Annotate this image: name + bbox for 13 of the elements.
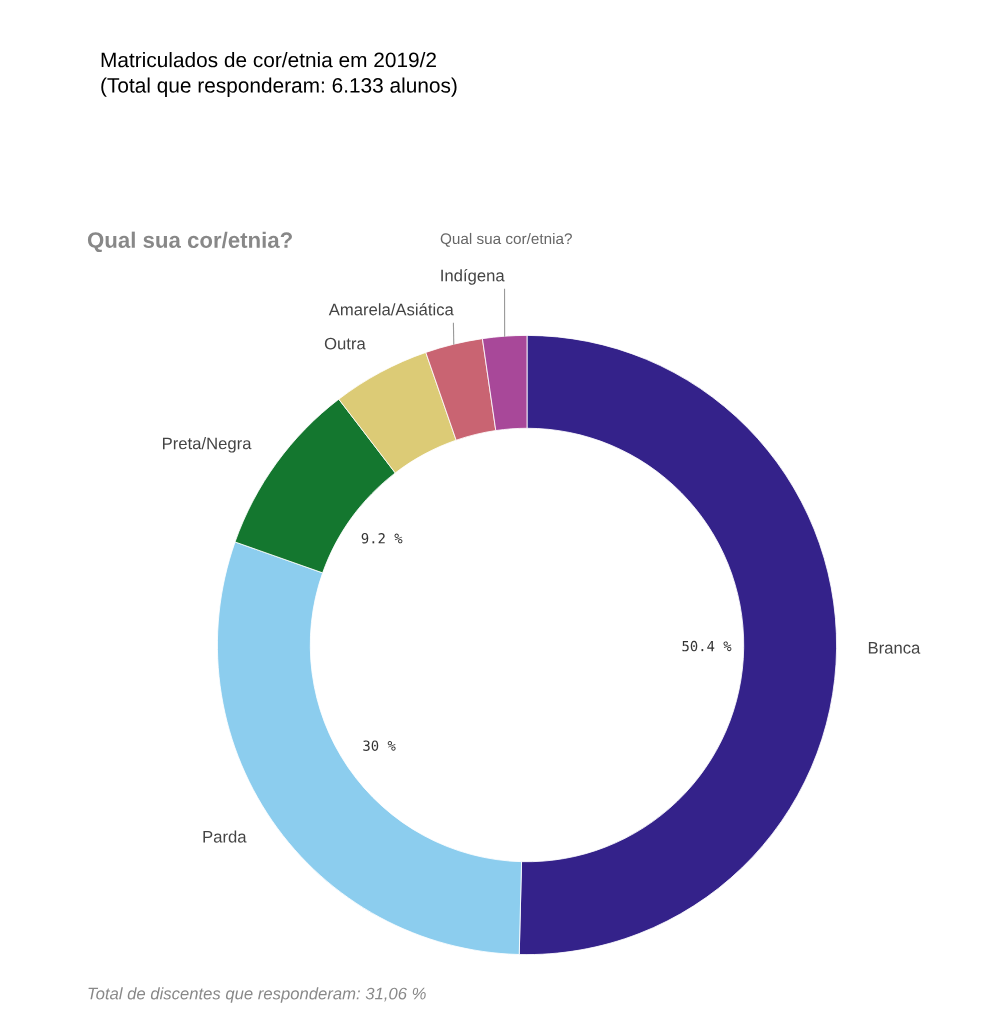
- chart-title: Matriculados de cor/etnia em 2019/2 (Total que responderam: 6.133 alunos): [101, 52, 457, 97]
- slice-label: Parda: [203, 830, 247, 843]
- slice-label: Amarela/Asiática: [328, 303, 454, 316]
- slice-label: Preta/Negra: [162, 437, 252, 453]
- slice-label: Outra: [324, 337, 366, 350]
- data-label: 50.4 %: [682, 640, 732, 652]
- slice-label: Indígena: [441, 269, 505, 285]
- chart-subtitle: Qual sua cor/etnia?: [87, 231, 292, 253]
- slice-label: Branca: [868, 642, 921, 654]
- data-label: 9.2 %: [361, 533, 403, 544]
- text: Qual sua cor/etnia?: [440, 232, 572, 247]
- data-label: 30 %: [363, 740, 396, 751]
- text: Total de discentes que responderam: 31,06 %: [88, 987, 426, 1003]
